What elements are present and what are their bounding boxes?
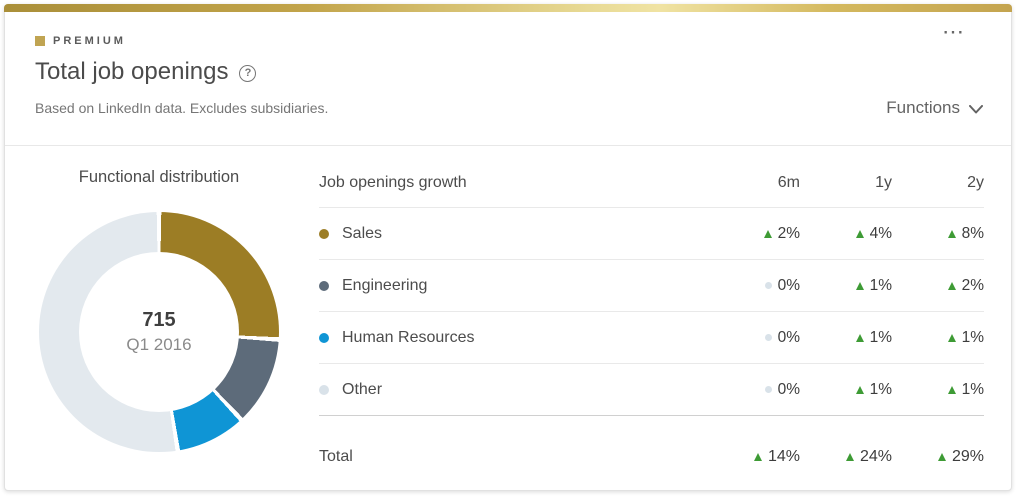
trend-indicator-icon xyxy=(855,385,864,394)
trend-indicator-icon xyxy=(947,229,956,238)
functional-distribution-donut-chart: 715 Q1 2016 xyxy=(39,212,279,452)
value-cell: 1% xyxy=(892,381,984,399)
table-header-row: Job openings growth 6m 1y 2y xyxy=(319,145,984,208)
trend-indicator-icon xyxy=(947,385,956,394)
column-header-1y: 1y xyxy=(875,174,892,191)
value-cell: 8% xyxy=(892,225,984,243)
value-cell: 1% xyxy=(800,277,892,295)
value-cell: 0% xyxy=(708,277,800,295)
table-row: Human Resources 0% 1% 1% xyxy=(319,312,984,364)
sales-series-dot-icon xyxy=(319,228,329,239)
trend-indicator-icon xyxy=(764,282,772,289)
trend-indicator-icon xyxy=(845,452,854,461)
column-header-6m: 6m xyxy=(777,174,800,191)
value-cell: 0% xyxy=(708,381,800,399)
premium-gold-bar xyxy=(4,4,1012,12)
trend-indicator-icon xyxy=(763,229,772,238)
card-subtitle: Based on LinkedIn data. Excludes subsidi… xyxy=(35,100,329,116)
trend-indicator-icon xyxy=(855,333,864,342)
value-cell: 2% xyxy=(708,225,800,243)
premium-insights-card: PREMIUM Total job openings ? Based on Li… xyxy=(4,4,1012,491)
premium-label: PREMIUM xyxy=(53,35,126,47)
value-cell: 2% xyxy=(892,277,984,295)
table-title: Job openings growth xyxy=(319,174,467,191)
functions-dropdown-label: Functions xyxy=(886,98,960,117)
trend-indicator-icon xyxy=(937,452,946,461)
value-cell: 0% xyxy=(708,329,800,347)
trend-indicator-icon xyxy=(753,452,762,461)
card-title-row: Total job openings ? xyxy=(35,58,257,86)
value-cell: 24% xyxy=(800,448,892,466)
table-row: Other 0% 1% 1% xyxy=(319,364,984,416)
other-series-dot-icon xyxy=(319,384,329,395)
column-header-2y: 2y xyxy=(967,174,984,191)
row-label: Human Resources xyxy=(342,328,475,346)
value-cell: 14% xyxy=(708,448,800,466)
row-label: Other xyxy=(342,380,383,398)
help-icon[interactable]: ? xyxy=(239,65,257,82)
trend-indicator-icon xyxy=(764,386,772,393)
trend-indicator-icon xyxy=(855,229,864,238)
table-row: Sales 2% 4% 8% xyxy=(319,208,984,260)
row-label: Engineering xyxy=(342,276,428,294)
premium-square-icon xyxy=(35,36,45,46)
table-row: Engineering 0% 1% 2% xyxy=(319,260,984,312)
value-cell: 4% xyxy=(800,225,892,243)
value-cell: 1% xyxy=(800,329,892,347)
value-cell: 1% xyxy=(892,329,984,347)
trend-indicator-icon xyxy=(764,334,772,341)
overflow-menu-icon[interactable]: ⋯ xyxy=(942,19,965,44)
trend-indicator-icon xyxy=(947,281,956,290)
header-divider xyxy=(5,145,1011,146)
trend-indicator-icon xyxy=(947,333,956,342)
table-total-row: Total 14% 24% 29% xyxy=(319,416,984,489)
engineering-series-dot-icon xyxy=(319,280,329,291)
value-cell: 1% xyxy=(800,381,892,399)
value-cell: 29% xyxy=(892,448,984,466)
chevron-down-icon xyxy=(969,105,983,114)
page-title: Total job openings xyxy=(35,58,229,85)
row-label: Sales xyxy=(342,224,383,242)
trend-indicator-icon xyxy=(855,281,864,290)
donut-center: 715 Q1 2016 xyxy=(79,252,239,412)
premium-badge: PREMIUM xyxy=(35,35,126,47)
job-openings-growth-table: Job openings growth 6m 1y 2y Sales 2% 4%… xyxy=(319,145,984,489)
functions-dropdown[interactable]: Functions xyxy=(886,98,983,118)
donut-chart-title: Functional distribution xyxy=(78,168,240,186)
human-resources-series-dot-icon xyxy=(319,332,329,343)
total-divider xyxy=(319,415,984,416)
donut-center-value: 715 xyxy=(142,309,176,331)
total-label: Total xyxy=(319,447,353,465)
donut-center-label: Q1 2016 xyxy=(126,335,192,354)
